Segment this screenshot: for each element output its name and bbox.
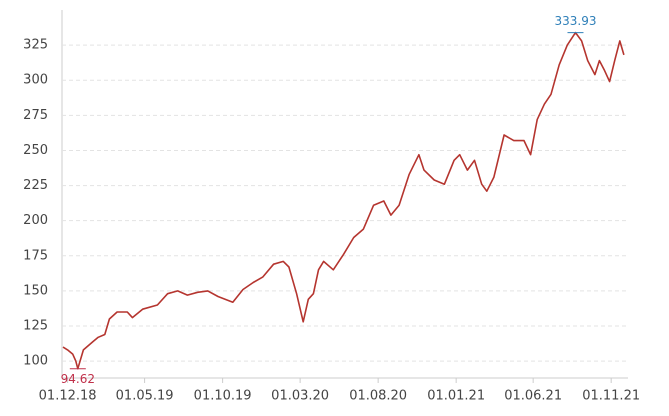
x-tick-label: 01.08.20 bbox=[349, 389, 407, 404]
annotation: 333.93 bbox=[554, 14, 596, 28]
y-tick-label: 200 bbox=[23, 213, 48, 228]
x-tick-label: 01.10.19 bbox=[194, 389, 252, 404]
x-tick-label: 01.05.19 bbox=[116, 389, 174, 404]
y-tick-label: 175 bbox=[23, 248, 48, 263]
y-tick-label: 300 bbox=[23, 73, 48, 88]
x-tick-label: 01.11.21 bbox=[582, 389, 640, 404]
y-tick-label: 275 bbox=[23, 108, 48, 123]
y-tick-label: 150 bbox=[23, 283, 48, 298]
x-tick-label: 01.12.18 bbox=[39, 389, 97, 404]
y-tick-label: 225 bbox=[23, 178, 48, 193]
y-tick-label: 250 bbox=[23, 143, 48, 158]
y-tick-label: 325 bbox=[23, 38, 48, 53]
y-tick-label: 125 bbox=[23, 319, 48, 334]
y-tick-label: 100 bbox=[23, 354, 48, 369]
line-series bbox=[62, 31, 625, 370]
annotation: 94.62 bbox=[61, 372, 95, 386]
x-tick-label: 01.03.20 bbox=[271, 389, 329, 404]
x-tick-label: 01.01.21 bbox=[427, 389, 485, 404]
x-tick-label: 01.06.21 bbox=[504, 389, 562, 404]
